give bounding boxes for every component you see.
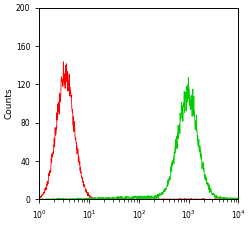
Y-axis label: Counts: Counts [4,88,13,119]
